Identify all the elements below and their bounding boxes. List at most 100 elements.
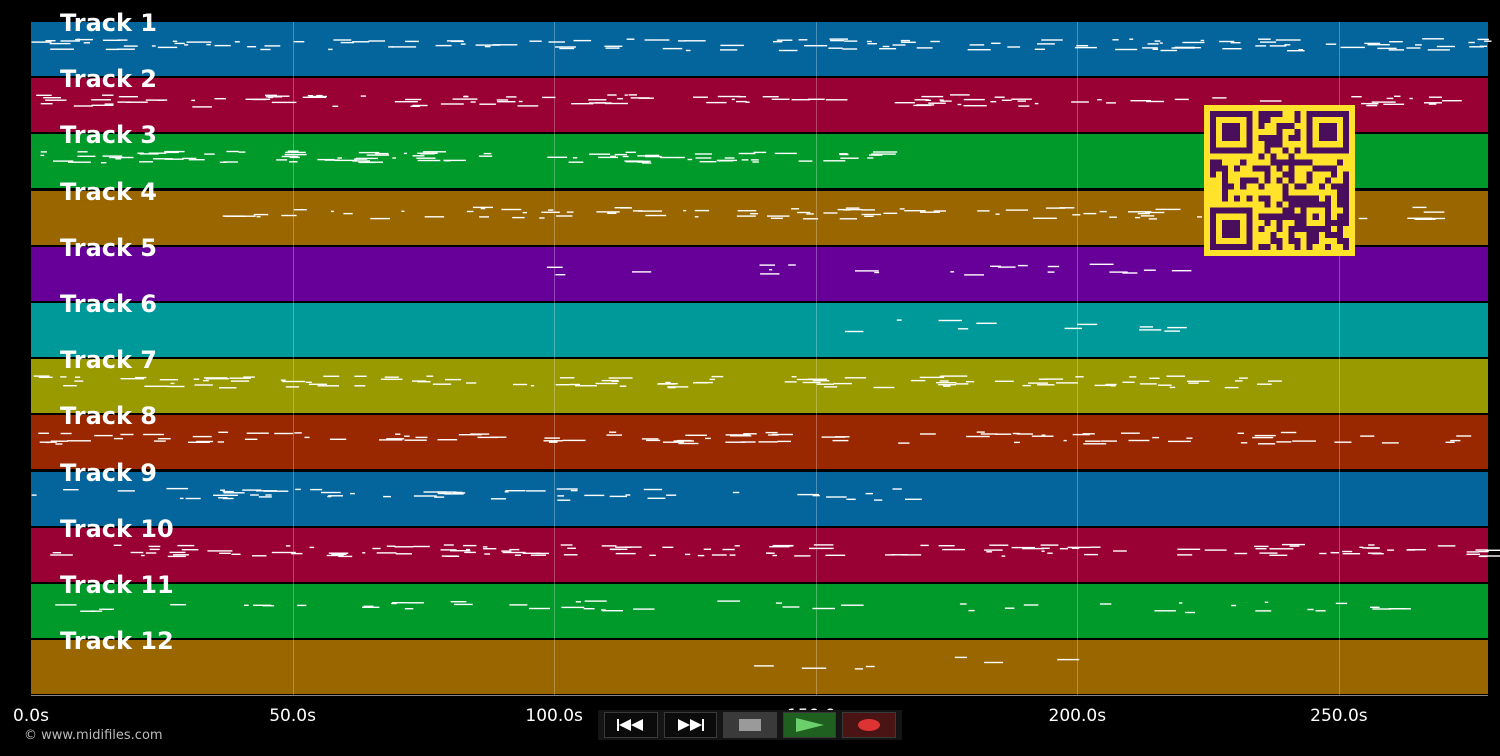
note-mark xyxy=(812,494,820,497)
note-mark xyxy=(659,156,685,159)
note-mark xyxy=(207,550,233,552)
note-mark xyxy=(624,94,628,96)
note-mark xyxy=(693,381,713,384)
note-mark xyxy=(867,43,877,45)
fast-forward-button[interactable] xyxy=(663,712,718,738)
note-mark xyxy=(1468,41,1475,44)
note-mark xyxy=(643,488,663,491)
stop-button[interactable] xyxy=(723,712,777,738)
note-mark xyxy=(310,488,323,491)
note-mark xyxy=(892,488,902,490)
note-mark xyxy=(583,608,595,610)
note-mark xyxy=(1059,207,1075,209)
note-mark xyxy=(615,552,636,555)
note-mark xyxy=(770,217,783,219)
track-lane[interactable] xyxy=(31,640,1488,695)
note-mark xyxy=(149,548,160,551)
note-mark xyxy=(1330,551,1335,554)
note-mark xyxy=(614,153,627,156)
qr-code-icon[interactable] xyxy=(1204,105,1355,256)
note-mark xyxy=(80,610,103,612)
track-lane[interactable] xyxy=(31,471,1488,526)
note-mark xyxy=(839,218,857,220)
note-mark xyxy=(192,106,212,108)
track-lane[interactable] xyxy=(31,584,1488,638)
note-mark xyxy=(309,546,315,549)
note-mark xyxy=(289,156,300,159)
note-mark xyxy=(1335,602,1348,605)
note-mark xyxy=(479,216,489,218)
note-mark xyxy=(535,552,550,555)
note-mark xyxy=(517,105,539,107)
note-mark xyxy=(560,544,573,546)
track-lane[interactable] xyxy=(31,359,1488,414)
rewind-button[interactable] xyxy=(604,712,658,738)
time-axis xyxy=(31,695,1488,696)
note-mark xyxy=(845,207,860,209)
note-mark xyxy=(1187,380,1210,382)
note-mark xyxy=(1387,549,1395,551)
track-lane[interactable] xyxy=(31,527,1488,582)
note-mark xyxy=(842,48,858,50)
note-mark xyxy=(899,208,905,210)
note-mark xyxy=(75,376,81,378)
note-mark xyxy=(625,151,636,153)
track-lane[interactable] xyxy=(31,22,1488,76)
note-mark xyxy=(188,441,210,443)
play-button[interactable] xyxy=(782,712,837,738)
note-mark xyxy=(1222,48,1242,50)
note-mark xyxy=(332,105,339,107)
note-mark xyxy=(1371,101,1396,103)
note-mark xyxy=(91,104,114,106)
play-icon xyxy=(795,718,824,732)
note-mark xyxy=(1037,384,1055,386)
note-mark xyxy=(450,550,471,552)
note-mark xyxy=(444,493,464,495)
note-mark xyxy=(1224,386,1239,389)
note-mark xyxy=(1022,547,1045,550)
note-mark xyxy=(546,266,563,268)
note-mark xyxy=(1146,100,1165,103)
note-mark xyxy=(1112,39,1119,41)
note-mark xyxy=(752,161,759,163)
note-mark xyxy=(841,604,864,606)
note-mark xyxy=(699,161,717,163)
note-mark xyxy=(214,44,231,47)
note-mark xyxy=(812,380,830,382)
note-mark xyxy=(395,433,401,435)
note-mark xyxy=(413,495,437,497)
note-mark xyxy=(725,441,746,443)
note-mark xyxy=(725,434,751,436)
note-mark xyxy=(509,604,528,606)
note-mark xyxy=(294,432,302,434)
note-mark xyxy=(678,442,699,445)
credit-text: © www.midifiles.com xyxy=(24,728,163,743)
note-mark xyxy=(188,159,205,161)
note-mark xyxy=(741,441,756,443)
note-mark xyxy=(1415,44,1422,46)
note-mark xyxy=(649,554,656,556)
note-mark xyxy=(1252,436,1274,439)
note-mark xyxy=(464,551,476,554)
note-mark xyxy=(879,48,897,50)
note-mark xyxy=(1033,217,1057,219)
note-mark xyxy=(410,105,420,107)
note-mark xyxy=(625,161,644,163)
note-mark xyxy=(900,554,922,556)
note-mark xyxy=(1289,545,1300,547)
note-mark xyxy=(844,377,867,379)
record-button[interactable] xyxy=(842,712,896,738)
note-mark xyxy=(1137,212,1150,215)
note-mark xyxy=(454,603,473,606)
note-mark xyxy=(1130,100,1151,102)
note-mark xyxy=(1007,46,1021,48)
note-mark xyxy=(900,41,916,43)
track-lane[interactable] xyxy=(31,303,1488,357)
note-mark xyxy=(328,552,349,554)
note-mark xyxy=(443,159,466,162)
note-mark xyxy=(823,160,846,162)
note-mark xyxy=(557,499,571,501)
note-mark xyxy=(308,383,327,385)
note-mark xyxy=(919,376,945,379)
note-mark xyxy=(566,211,574,213)
